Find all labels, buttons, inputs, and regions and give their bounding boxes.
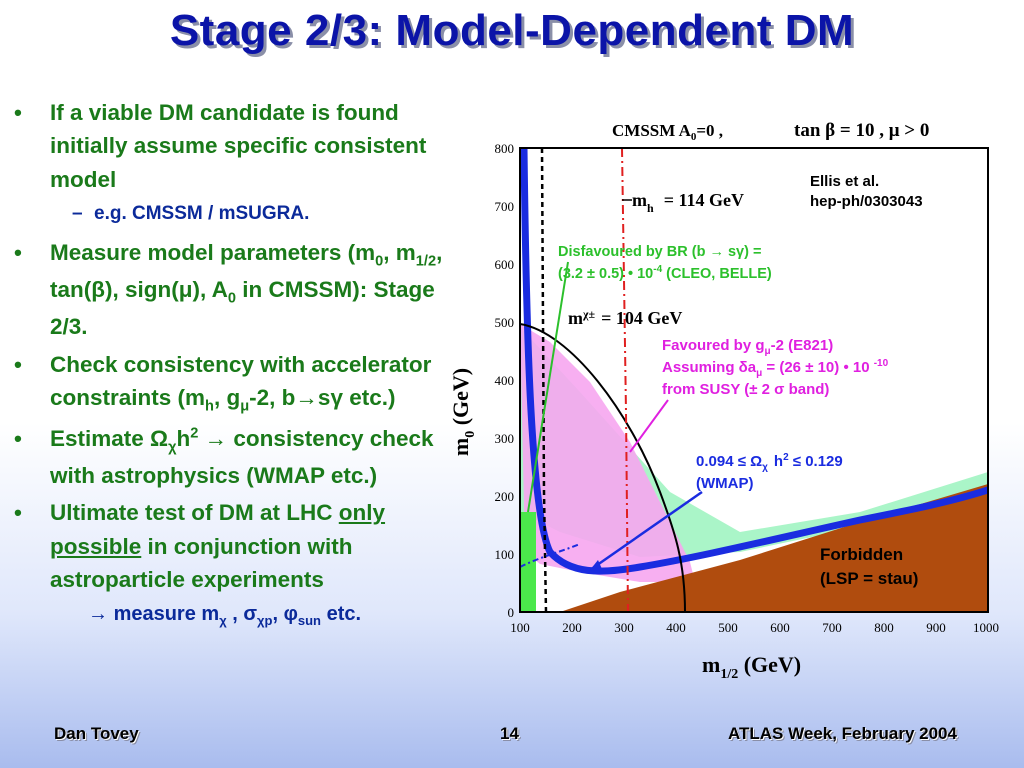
footer-page-number: 14 <box>500 724 519 743</box>
x-tick-800: 800 <box>874 620 894 635</box>
y-tick-600: 600 <box>495 257 515 272</box>
y-tick-500: 500 <box>495 315 515 330</box>
cmssm-plot: CMSSM A0=0 , tan β = 10 , μ > 0 0 100 20… <box>440 112 1020 692</box>
gminus2-label-3: from SUSY (± 2 σ band) <box>662 381 829 398</box>
x-tick-labels: 100 200 300 400 500 600 700 800 900 1000 <box>510 620 999 635</box>
y-tick-700: 700 <box>495 199 515 214</box>
x-tick-600: 600 <box>770 620 790 635</box>
gminus2-label-1: Favoured by gμ-2 (E821) <box>662 337 833 357</box>
gminus2-region <box>520 324 695 582</box>
x-tick-500: 500 <box>718 620 738 635</box>
gminus2-label-2: Assuming δaμ = (26 ± 10) • 10 -10 <box>662 358 889 379</box>
bullet-5: Ultimate test of DM at LHC only possible… <box>14 496 474 596</box>
footer-author: Dan Tovey <box>54 724 139 743</box>
wmap-arrowhead <box>590 560 602 570</box>
x-tick-400: 400 <box>666 620 686 635</box>
cmssm-plot-svg: CMSSM A0=0 , tan β = 10 , μ > 0 0 100 20… <box>448 120 999 682</box>
plot-frame <box>519 147 989 613</box>
y-tick-100: 100 <box>495 547 515 562</box>
slide-title: Stage 2/3: Model-Dependent DM <box>169 6 855 55</box>
y-tick-200: 200 <box>495 489 515 504</box>
bullet-4: Estimate Ωχh2 → consistency check with a… <box>14 422 474 492</box>
x-tick-100: 100 <box>510 620 530 635</box>
y-tick-800: 800 <box>495 141 515 156</box>
y-tick-400: 400 <box>495 373 515 388</box>
forbidden-label-1: Forbidden <box>820 545 903 564</box>
mchi-label: mχ± = 104 GeV <box>568 307 682 328</box>
bullet-1-sub: – e.g. CMSSM / mSUGRA. <box>72 202 310 224</box>
reference-author: Ellis et al. <box>810 173 879 190</box>
x-tick-300: 300 <box>614 620 634 635</box>
wmap-pointer <box>589 490 703 572</box>
bsgamma-pointer <box>527 261 569 513</box>
x-tick-200: 200 <box>562 620 582 635</box>
bullet-list: If a viable DM candidate is found initia… <box>14 96 474 631</box>
bsgamma-label-1: Disfavoured by BR (b → sγ) = <box>558 244 761 260</box>
mh-label: mh = 114 GeV <box>632 190 744 215</box>
bullet-2: Measure model parameters (m0, m1/2, tan(… <box>14 236 474 344</box>
gminus2-pointer <box>629 399 669 453</box>
y-tick-labels: 0 100 200 300 400 500 600 700 800 <box>495 141 515 620</box>
bullet-1: If a viable DM candidate is found initia… <box>14 96 474 196</box>
x-tick-900: 900 <box>926 620 946 635</box>
plot-header-params: tan β = 10 , μ > 0 <box>794 120 929 141</box>
x-axis-label: m1/2 (GeV) <box>702 652 801 682</box>
y-tick-0: 0 <box>508 605 515 620</box>
gminus2-boundary <box>520 323 686 612</box>
forbidden-label-2: (LSP = stau) <box>820 569 918 588</box>
dm-dashdot <box>520 543 581 568</box>
reference-arxiv: hep-ph/0303043 <box>810 193 923 210</box>
y-axis-label: m0 (GeV) <box>448 368 478 456</box>
dm-band <box>520 148 988 575</box>
x-tick-1000: 1000 <box>973 620 999 635</box>
chargino-limit-line <box>540 148 548 612</box>
wmap-label-2: (WMAP) <box>696 475 753 492</box>
wmap-label-1: 0.094 ≤ Ωχ h2 ≤ 0.129 <box>696 452 843 473</box>
footer-event: ATLAS Week, February 2004 <box>728 724 957 743</box>
bsgamma-region <box>520 512 536 612</box>
bsgamma-label-2: (3.2 ± 0.5) • 10-4 (CLEO, BELLE) <box>558 264 772 282</box>
y-tick-300: 300 <box>495 431 515 446</box>
bullet-5-sub: → measure mχ , σχp, φsun etc. <box>88 603 362 629</box>
bullet-3: Check consistency with accelerator const… <box>14 348 474 418</box>
x-tick-700: 700 <box>822 620 842 635</box>
plot-header-model: CMSSM A0=0 , <box>612 121 723 143</box>
